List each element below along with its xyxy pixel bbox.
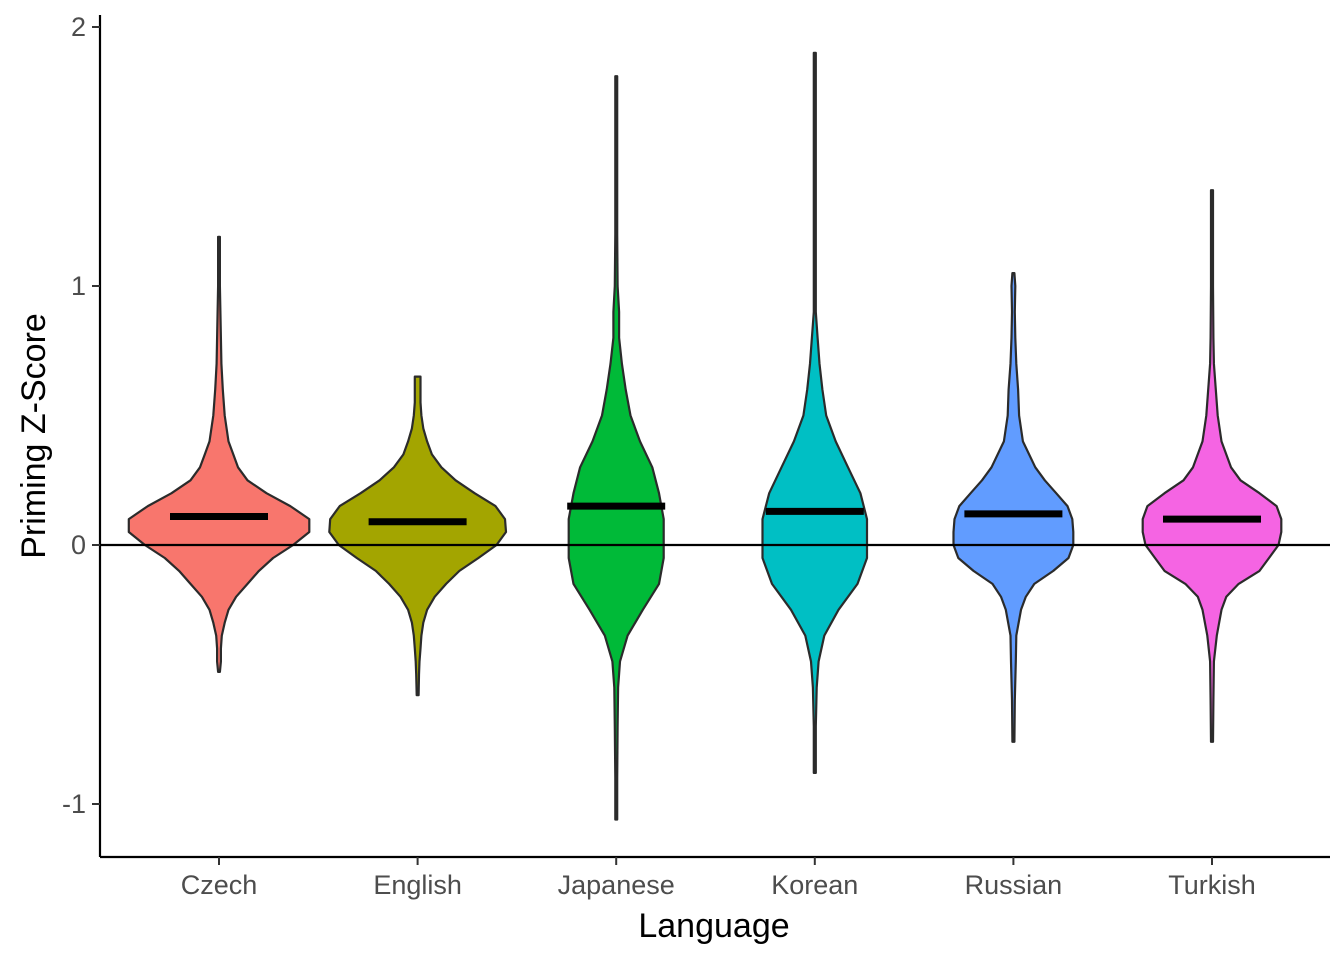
violin-russian xyxy=(952,272,1075,743)
y-axis-ticks: -1 0 1 2 xyxy=(62,12,100,819)
violin-czech xyxy=(127,235,311,673)
x-tick-label-russian: Russian xyxy=(965,870,1063,900)
y-axis-title: Priming Z-Score xyxy=(15,313,53,559)
violin-turkish xyxy=(1141,189,1283,743)
x-axis-title: Language xyxy=(638,907,789,945)
plot-area xyxy=(100,51,1330,821)
x-tick-label-english: English xyxy=(373,870,462,900)
x-tick-label-czech: Czech xyxy=(181,870,258,900)
x-tick-label-japanese: Japanese xyxy=(558,870,675,900)
violin-korean xyxy=(761,51,869,774)
x-tick-label-turkish: Turkish xyxy=(1168,870,1256,900)
x-tick-label-korean: Korean xyxy=(771,870,858,900)
x-axis-ticks: Czech English Japanese Korean Russian Turkish xyxy=(181,857,1256,900)
violin-japanese xyxy=(567,75,665,821)
y-tick-label: 0 xyxy=(71,530,86,560)
violin-english xyxy=(328,375,508,697)
y-tick-label: -1 xyxy=(62,789,86,819)
y-tick-label: 1 xyxy=(71,271,86,301)
y-tick-label: 2 xyxy=(71,12,86,42)
